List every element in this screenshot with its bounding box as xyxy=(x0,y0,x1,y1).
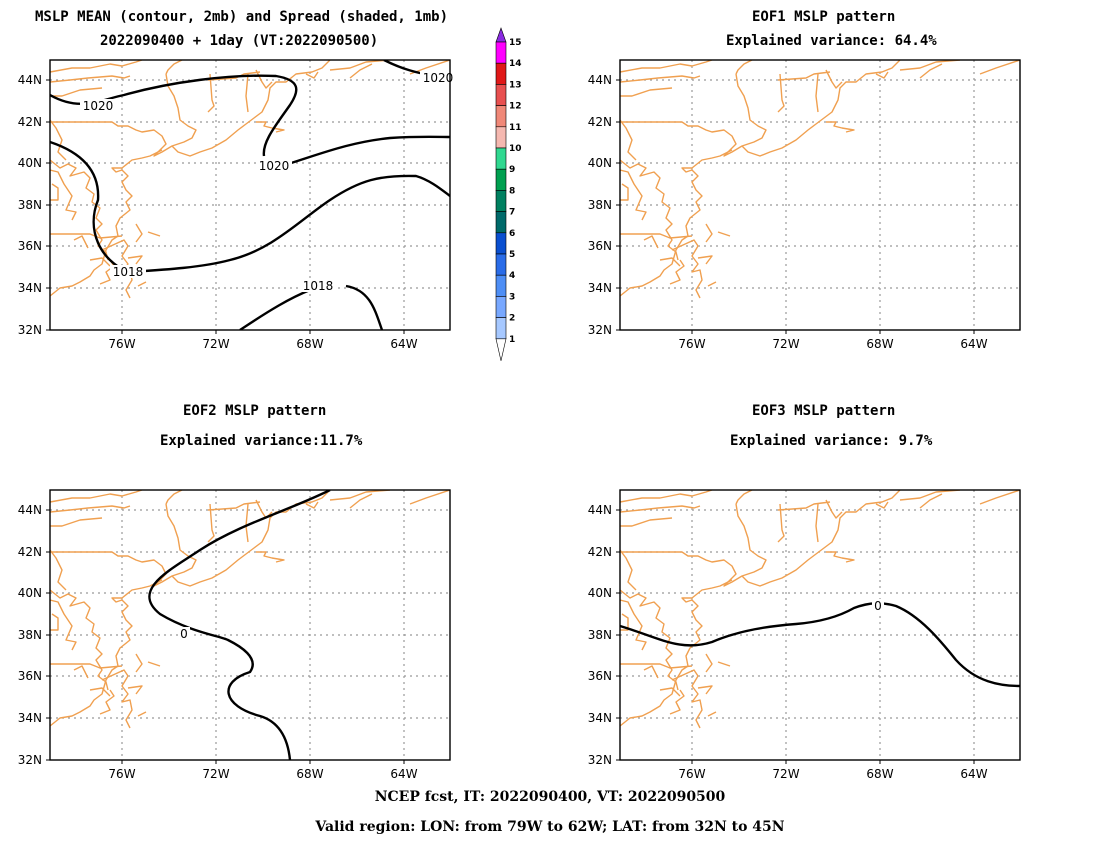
colorbar-label: 15 xyxy=(509,38,522,48)
colorbar-segment xyxy=(496,106,506,127)
colorbar-label: 11 xyxy=(509,123,522,133)
colorbar-label: 10 xyxy=(509,144,522,154)
colorbar-label: 13 xyxy=(509,80,522,90)
colorbar-segment xyxy=(496,148,506,169)
colorbar-label: 14 xyxy=(509,59,522,69)
footer-forecast-info: NCEP fcst, IT: 2022090400, VT: 202209050… xyxy=(0,789,1100,805)
colorbar-segment xyxy=(496,318,506,339)
colorbar-label: 2 xyxy=(509,314,515,324)
colorbar-segment xyxy=(496,233,506,254)
colorbar-label: 7 xyxy=(509,208,515,218)
colorbar-segment xyxy=(496,296,506,317)
colorbar-segment xyxy=(496,169,506,190)
colorbar-segment xyxy=(496,254,506,275)
colorbar-segment xyxy=(496,190,506,211)
spread-colorbar: 123456789101112131415 xyxy=(0,0,1100,850)
colorbar-label: 6 xyxy=(509,229,515,239)
colorbar-segment xyxy=(496,212,506,233)
colorbar-top-arrow xyxy=(496,28,506,42)
colorbar-label: 5 xyxy=(509,250,515,260)
colorbar-segment xyxy=(496,42,506,63)
footer-valid-region: Valid region: LON: from 79W to 62W; LAT:… xyxy=(0,819,1100,835)
colorbar-segment xyxy=(496,127,506,148)
colorbar-label: 3 xyxy=(509,292,515,302)
colorbar-label: 9 xyxy=(509,165,515,175)
colorbar-segment xyxy=(496,84,506,105)
colorbar-label: 1 xyxy=(509,335,515,345)
colorbar-label: 8 xyxy=(509,186,515,196)
colorbar-segment xyxy=(496,63,506,84)
colorbar-bottom-arrow xyxy=(496,339,506,361)
colorbar-label: 4 xyxy=(509,271,515,281)
colorbar-segment xyxy=(496,275,506,296)
colorbar-label: 12 xyxy=(509,102,522,112)
